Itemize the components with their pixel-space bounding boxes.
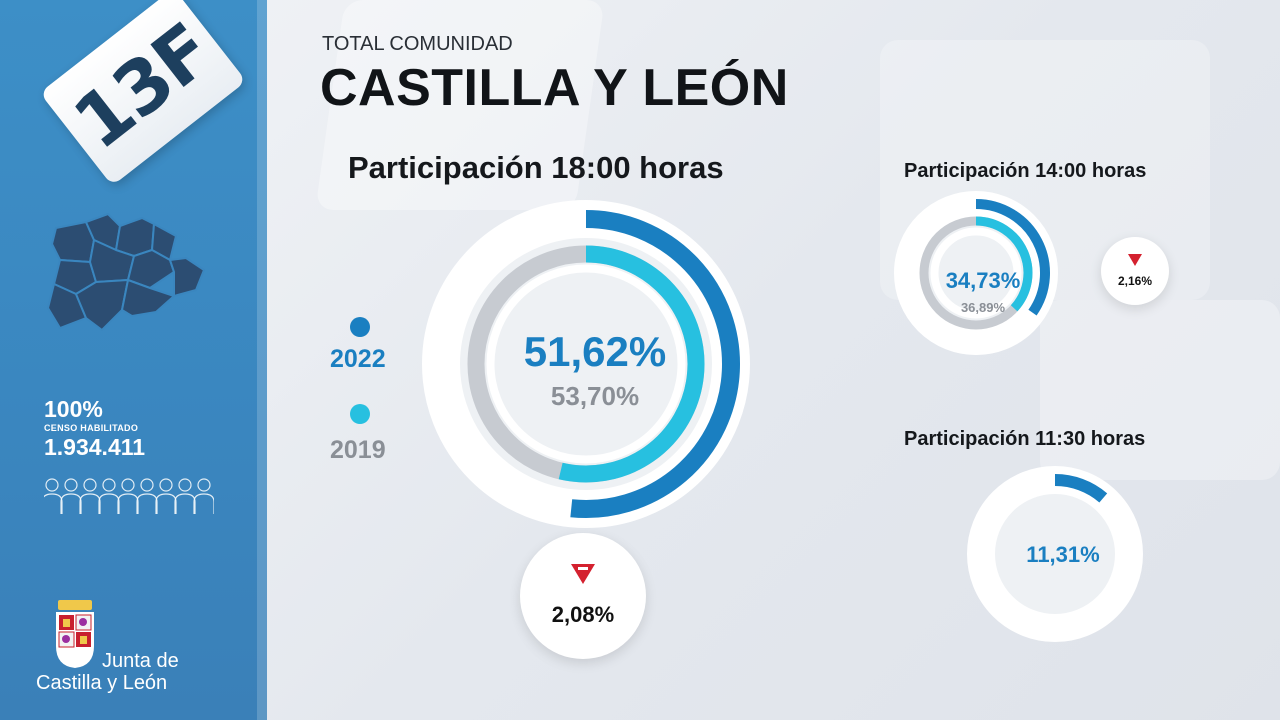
value-2022-1400: 34,73% [945,268,1021,293]
page-title: CASTILLA Y LEÓN [320,59,789,117]
logo-line2: Castilla y León [36,672,168,694]
value-2019-1800: 53,70% [550,381,640,411]
difference-value-1400: 2,16% [1117,274,1153,288]
junta-logo: Junta de Castilla y León [36,598,236,698]
legend-label-2022: 2022 [330,345,386,373]
difference-value-1800: 2,08% [551,602,615,627]
chart-title-1130: Participación 11:30 horas [904,428,1146,450]
donut-arc-2019 [558,245,705,483]
donut-arc-2022 [570,210,740,518]
censo-label: CENSO HABILITADO [44,423,139,433]
donut-arc-2022 [975,199,1050,316]
value-2022-1130: 11,31% [1026,542,1100,567]
down-arrow-icon [571,564,595,584]
background-panel [1040,300,1280,480]
censo-block: 100% CENSO HABILITADO 1.934.411 [44,396,145,460]
donut-inner-gap [486,264,686,464]
coat-of-arms-icon [56,600,94,668]
sidebar: 13F 100% CENSO HABILITADO 1.934.411 [0,0,267,720]
value-2022-1800: 51,62% [523,328,667,375]
difference-bubble-1800: 2,08% [520,533,646,659]
donut-inner-gap [930,227,1022,319]
page-subtitle: TOTAL COMUNIDAD [322,33,513,55]
legend-dot-2022 [350,317,370,337]
censo-percentage: 100% [44,396,103,422]
donut-arc-2019 [975,216,1033,312]
legend-label-2019: 2019 [330,436,386,464]
value-2019-1400: 36,89% [960,300,1006,315]
sidebar-stripe [257,0,267,720]
people-icon [44,478,214,514]
censo-number: 1.934.411 [44,434,146,460]
donut-background [971,470,1139,638]
chart-title-1800: Participación 18:00 horas [348,150,724,185]
region-map-icon [47,213,205,331]
difference-bubble-1400: 2,16% [1101,237,1169,305]
chart-title-1400: Participación 14:00 horas [904,160,1147,182]
logo-line1: Junta de [102,650,179,672]
donut-arc-2022 [1054,474,1108,503]
down-arrow-icon [1128,249,1142,266]
person-icon [193,478,214,514]
legend-dot-2019 [350,404,370,424]
